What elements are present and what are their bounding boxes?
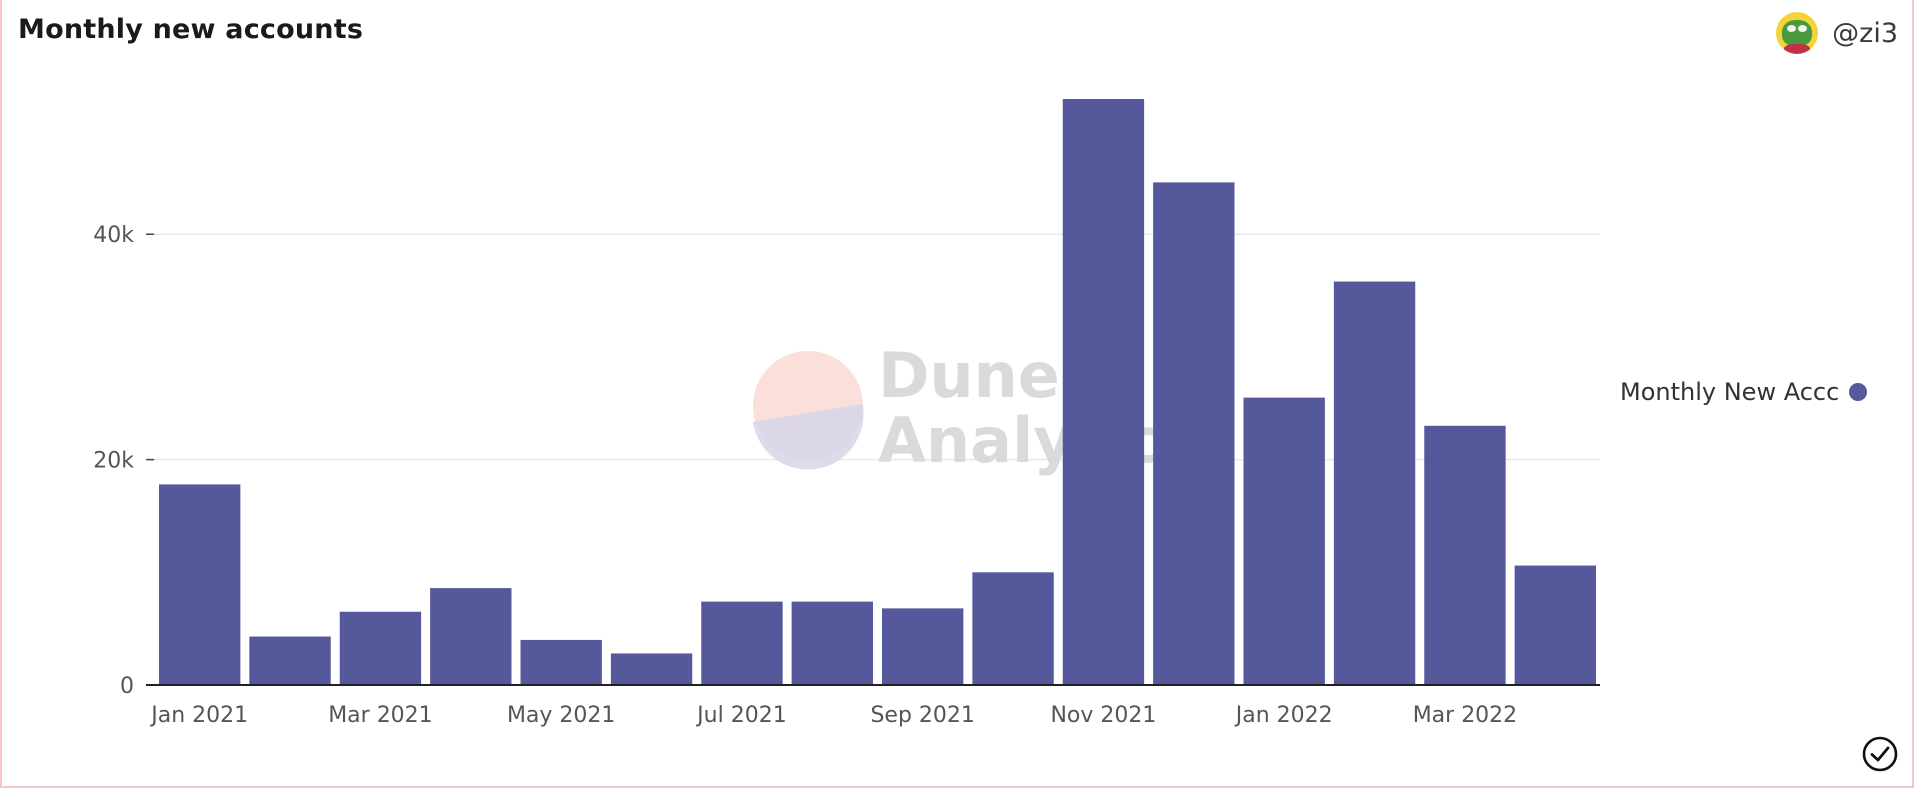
chart-title: Monthly new accounts	[18, 14, 364, 45]
x-tick-label: Jul 2021	[695, 703, 787, 728]
frog-avatar-icon[interactable]	[1776, 12, 1819, 54]
bar-nov-2021[interactable]	[1062, 99, 1145, 685]
bar-jun-2021[interactable]	[610, 653, 693, 685]
legend-series-label[interactable]: Monthly New Accc	[1620, 378, 1840, 406]
y-tick-label: 40k	[93, 223, 134, 248]
bar-aug-2021[interactable]	[791, 601, 873, 685]
bar-apr-2022[interactable]	[1514, 565, 1596, 685]
x-tick-label: Sep 2021	[870, 703, 974, 728]
author-username[interactable]: @zi3	[1832, 17, 1898, 49]
bar-jan-2021[interactable]	[159, 484, 241, 685]
bar-jul-2021[interactable]	[701, 601, 783, 685]
x-tick-label: May 2021	[507, 703, 615, 728]
bar-may-2021[interactable]	[520, 639, 602, 685]
bars	[159, 99, 1596, 685]
x-tick-label: Jan 2022	[1234, 703, 1333, 728]
bar-mar-2021[interactable]	[339, 611, 422, 685]
x-tick-label: Nov 2021	[1050, 703, 1156, 728]
x-tick-label: Jan 2021	[149, 703, 248, 728]
check-circle-icon[interactable]	[1862, 736, 1898, 772]
bar-oct-2021[interactable]	[972, 572, 1054, 685]
y-axis-ticks: 0 20k 40k	[93, 223, 154, 699]
bar-apr-2021[interactable]	[430, 588, 512, 685]
bar-jan-2022[interactable]	[1243, 397, 1325, 685]
dune-watermark: Dune Analytics	[753, 339, 1198, 477]
bar-mar-2022[interactable]	[1424, 425, 1506, 685]
x-tick-label: Mar 2021	[328, 703, 433, 728]
bar-feb-2021[interactable]	[249, 636, 331, 685]
watermark-line-2: Analytics	[878, 404, 1198, 477]
bar-chart: Dune Analytics 0 20k 40k Jan 2021 Mar 2021 M…	[93, 99, 1600, 728]
author[interactable]: @zi3	[1776, 12, 1898, 54]
y-tick-label: 20k	[93, 449, 134, 474]
watermark-line-1: Dune	[878, 339, 1060, 412]
bar-feb-2022[interactable]	[1333, 281, 1416, 685]
bar-sep-2021[interactable]	[882, 608, 964, 685]
legend[interactable]: Monthly New Accc	[1620, 378, 1868, 406]
legend-series-dot	[1849, 383, 1868, 401]
x-axis-ticks: Jan 2021 Mar 2021 May 2021 Jul 2021 Sep 2021…	[149, 703, 1517, 728]
bar-dec-2021[interactable]	[1153, 182, 1235, 685]
x-tick-label: Mar 2022	[1413, 703, 1518, 728]
y-tick-label: 0	[120, 674, 134, 699]
